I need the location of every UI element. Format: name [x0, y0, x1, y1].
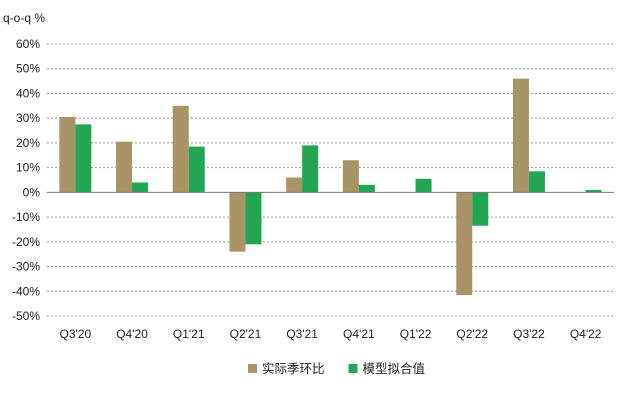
bar-series-1: [172, 105, 189, 193]
bar-series-2: [472, 192, 489, 226]
bar-series-2: [245, 192, 262, 245]
bar-series-2: [415, 178, 432, 193]
bar-series-1: [116, 141, 133, 193]
y-tick-label: 20%: [16, 136, 40, 150]
legend-swatch-2: [348, 364, 358, 373]
bars: [59, 78, 602, 295]
y-unit-label: q-o-q %: [3, 11, 45, 25]
bar-series-1: [286, 177, 303, 193]
x-tick-label: Q4'22: [570, 327, 602, 341]
x-tick-label: Q3'22: [513, 327, 545, 341]
x-tick-label: Q4'20: [116, 327, 148, 341]
bar-series-1: [342, 160, 359, 193]
y-tick-label: 40%: [16, 86, 40, 100]
legend: 实际季环比 模型拟合值: [248, 361, 425, 376]
x-tick-label: Q3'20: [60, 327, 92, 341]
x-tick-label: Q3'21: [286, 327, 318, 341]
x-tick-label: Q1'22: [400, 327, 432, 341]
bar-series-2: [585, 189, 602, 193]
bar-series-2: [302, 145, 319, 193]
y-tick-labels: 60% 50% 40% 30% 20% 10% 0% -10% -20% -30% -40% -50%: [12, 37, 40, 323]
x-tick-label: Q2'21: [230, 327, 262, 341]
bar-series-1: [59, 116, 76, 193]
bar-series-2: [358, 184, 375, 193]
x-tick-label: Q4'21: [343, 327, 375, 341]
y-tick-label: -50%: [12, 309, 40, 323]
y-tick-label: -40%: [12, 284, 40, 298]
legend-label-2: 模型拟合值: [363, 361, 426, 376]
y-tick-label: -20%: [12, 235, 40, 249]
y-tick-label: -10%: [12, 210, 40, 224]
bar-series-1: [229, 192, 246, 252]
y-tick-label: 60%: [16, 37, 40, 51]
legend-label-1: 实际季环比: [262, 361, 325, 376]
y-tick-label: 0%: [23, 185, 41, 199]
y-tick-label: -30%: [12, 260, 40, 274]
y-tick-label: 30%: [16, 111, 40, 125]
bar-series-1: [456, 192, 473, 295]
y-tick-label: 50%: [16, 62, 40, 76]
x-tick-labels: Q3'20 Q4'20 Q1'21 Q2'21 Q3'21 Q4'21 Q1'22 Q2'22…: [60, 327, 602, 341]
bar-series-2: [75, 124, 92, 193]
bar-series-2: [188, 146, 205, 193]
x-tick-label: Q2'22: [456, 327, 488, 341]
y-tick-label: 10%: [16, 161, 40, 175]
bar-series-2: [528, 171, 545, 193]
bar-series-2: [132, 182, 149, 193]
bar-series-1: [512, 78, 529, 193]
x-tick-label: Q1'21: [173, 327, 205, 341]
legend-swatch-1: [248, 364, 257, 373]
